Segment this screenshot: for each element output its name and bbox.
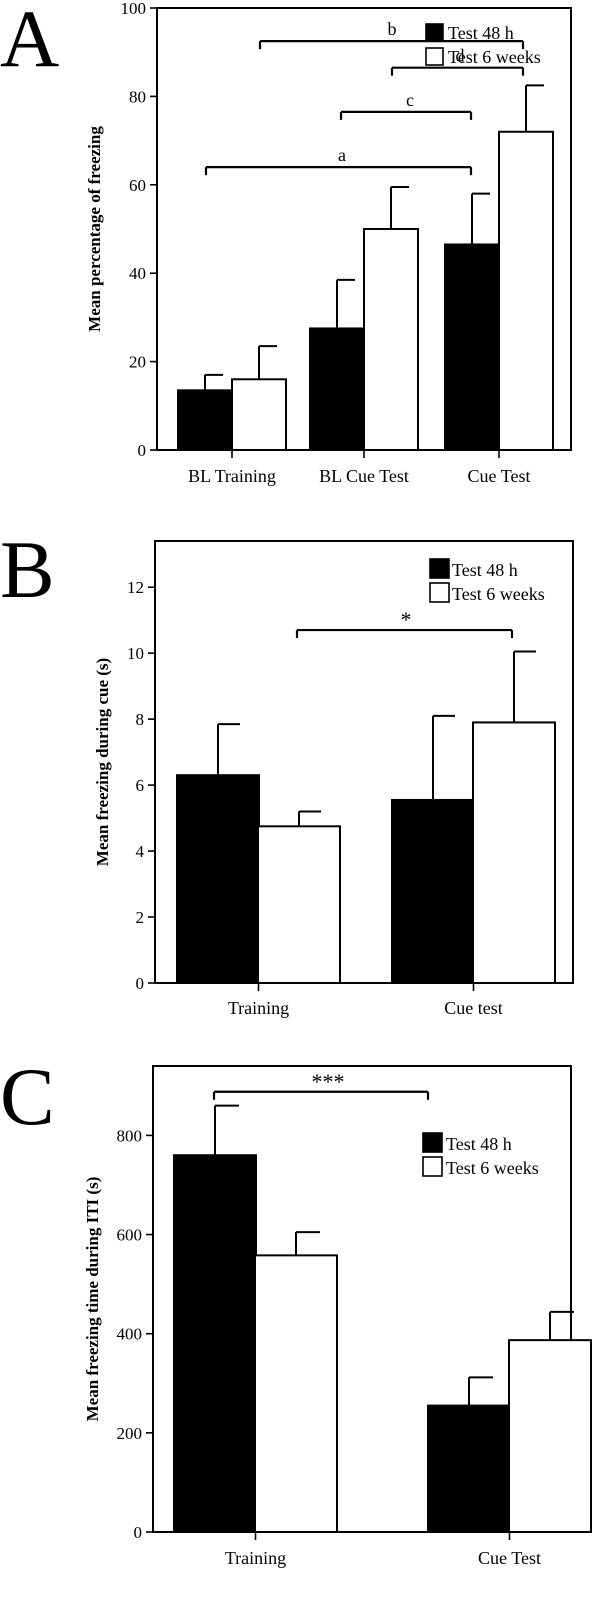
x-category-label: Cue Test bbox=[468, 466, 531, 486]
y-axis-label: Mean freezing during cue (s) bbox=[93, 658, 112, 866]
y-tick-label: 0 bbox=[138, 441, 147, 460]
bar-test-6-weeks bbox=[231, 378, 287, 451]
legend-label: Test 6 weeks bbox=[452, 584, 545, 604]
legend-label: Test 48 h bbox=[452, 560, 518, 580]
significance-label: b bbox=[388, 19, 397, 39]
significance-label: * bbox=[401, 607, 412, 632]
legend: Test 48 h Test 6 weeks bbox=[422, 1132, 539, 1178]
y-tick-label: 12 bbox=[127, 578, 144, 597]
bar-test-48h bbox=[176, 774, 260, 984]
x-category-label: Training bbox=[225, 1548, 286, 1568]
legend: Test 48 h Test 6 weeks bbox=[425, 23, 541, 67]
x-category-label: BL Cue Test bbox=[319, 466, 409, 486]
legend-label: Test 6 weeks bbox=[448, 47, 541, 67]
bar-test-6-weeks bbox=[498, 130, 554, 451]
bar-test-6-weeks bbox=[508, 1339, 592, 1534]
y-tick-label: 2 bbox=[136, 908, 145, 927]
y-tick-label: 6 bbox=[136, 776, 145, 795]
y-tick-label: 40 bbox=[129, 264, 146, 283]
legend-swatch bbox=[425, 47, 444, 66]
significance-label: *** bbox=[312, 1069, 345, 1094]
y-tick-label: 20 bbox=[129, 353, 146, 372]
y-axis-label: Mean percentage of freezing bbox=[85, 126, 104, 332]
plot-frame bbox=[152, 1065, 572, 1533]
legend-swatch bbox=[429, 558, 450, 579]
legend-swatch bbox=[429, 582, 450, 603]
bar-test-6-weeks bbox=[254, 1254, 338, 1534]
legend-swatch bbox=[422, 1156, 443, 1177]
bar-test-48h bbox=[427, 1404, 511, 1533]
y-tick-label: 100 bbox=[121, 0, 147, 18]
bar-test-48h bbox=[444, 243, 500, 451]
bar-test-48h bbox=[309, 327, 365, 452]
y-tick-label: 200 bbox=[117, 1424, 143, 1443]
bar-test-6-weeks bbox=[257, 825, 341, 985]
bar-test-48h bbox=[391, 798, 475, 985]
plot-frame bbox=[154, 540, 574, 984]
panel-a: A 0 20 40 60 80 100 Mean percentage of freezing… bbox=[0, 0, 572, 486]
legend-label: Test 48 h bbox=[448, 23, 514, 43]
y-tick-label: 8 bbox=[136, 710, 145, 729]
bar-test-48h bbox=[177, 389, 233, 451]
legend-swatch bbox=[425, 23, 444, 42]
y-tick-label: 0 bbox=[136, 974, 145, 993]
legend-label: Test 48 h bbox=[446, 1134, 512, 1154]
y-tick-label: 0 bbox=[134, 1523, 143, 1542]
y-tick-label: 60 bbox=[129, 176, 146, 195]
panel-c: C 0 200 400 600 800 Mean freezing time during … bbox=[0, 1051, 592, 1568]
y-tick-label: 800 bbox=[117, 1126, 143, 1145]
y-axis-label: Mean freezing time during ITI (s) bbox=[83, 1177, 102, 1422]
legend-label: Test 6 weeks bbox=[446, 1158, 539, 1178]
x-category-label: Training bbox=[228, 998, 289, 1018]
y-tick-label: 80 bbox=[129, 87, 146, 106]
y-tick-label: 400 bbox=[117, 1325, 143, 1344]
panel-b: B 0 2 4 6 8 10 12 Mean freezing during cue (s) Tr… bbox=[0, 524, 574, 1018]
bar-test-48h bbox=[173, 1154, 257, 1533]
y-tick-label: 10 bbox=[127, 644, 144, 663]
x-category-label: Cue test bbox=[444, 998, 503, 1018]
legend-swatch bbox=[422, 1132, 443, 1153]
y-tick-label: 4 bbox=[136, 842, 145, 861]
x-category-label: BL Training bbox=[188, 466, 276, 486]
significance-label: c bbox=[406, 90, 414, 110]
significance-label: d bbox=[456, 46, 465, 66]
x-category-label: Cue Test bbox=[478, 1548, 541, 1568]
panel-letter: C bbox=[0, 1051, 55, 1142]
significance-label: a bbox=[338, 145, 346, 165]
bar-test-6-weeks bbox=[363, 228, 419, 451]
bar-test-6-weeks bbox=[472, 721, 556, 984]
panel-letter: A bbox=[0, 0, 59, 84]
panel-letter: B bbox=[0, 524, 55, 615]
y-tick-label: 600 bbox=[117, 1226, 143, 1245]
legend: Test 48 h Test 6 weeks bbox=[429, 558, 545, 604]
